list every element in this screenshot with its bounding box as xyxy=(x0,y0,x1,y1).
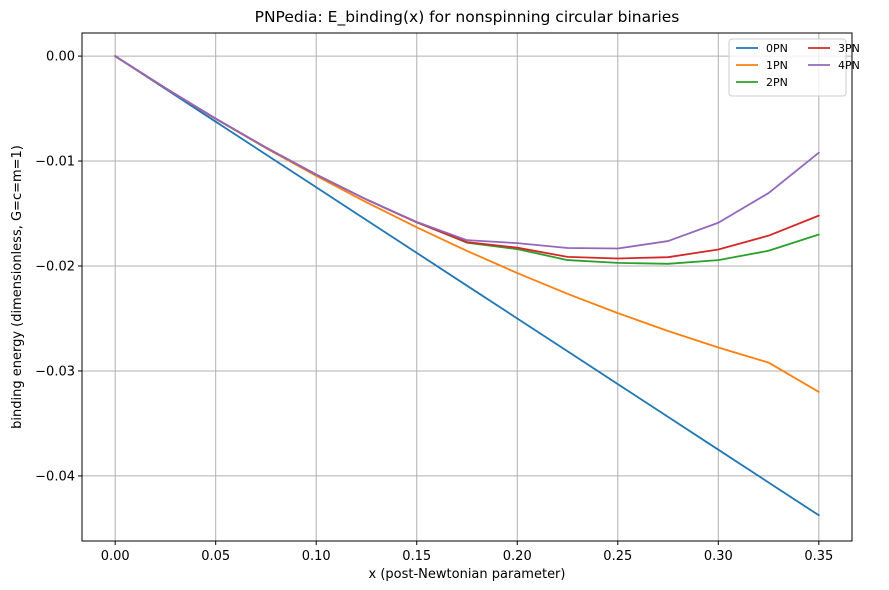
y-tick-label: 0.00 xyxy=(46,50,75,65)
legend-label-3pn: 3PN xyxy=(838,42,860,55)
series-lines xyxy=(114,55,820,517)
legend-label-1pn: 1PN xyxy=(766,59,788,72)
x-tick-label: 0.15 xyxy=(402,549,431,564)
y-axis-label: binding energy (dimensionless, G=c=m=1) xyxy=(10,145,25,429)
legend-label-4pn: 4PN xyxy=(838,59,860,72)
y-tick-label: −0.02 xyxy=(35,260,75,275)
y-tick-label: −0.01 xyxy=(35,155,75,170)
x-axis-ticks: 0.00 0.05 0.10 0.15 0.20 0.25 0.30 0.35 xyxy=(101,541,833,564)
series-line-2pn xyxy=(114,55,820,265)
plot-frame xyxy=(81,32,853,542)
x-tick-label: 0.30 xyxy=(704,549,733,564)
series-line-0pn xyxy=(114,55,820,517)
y-tick-label: −0.03 xyxy=(35,364,75,379)
x-tick-label: 0.25 xyxy=(603,549,632,564)
y-axis-ticks: 0.00 −0.01 −0.02 −0.03 −0.04 xyxy=(35,50,82,484)
x-tick-label: 0.10 xyxy=(302,549,331,564)
series-line-4pn xyxy=(114,55,820,250)
x-tick-label: 0.00 xyxy=(101,549,130,564)
chart-title: PNPedia: E_binding(x) for nonspinning ci… xyxy=(255,8,680,27)
grid xyxy=(82,33,852,541)
legend-box xyxy=(728,38,847,97)
x-tick-label: 0.20 xyxy=(503,549,532,564)
x-tick-label: 0.35 xyxy=(804,549,833,564)
x-axis-label: x (post-Newtonian parameter) xyxy=(369,567,566,582)
legend-label-0pn: 0PN xyxy=(766,42,788,55)
y-tick-label: −0.04 xyxy=(35,469,75,484)
x-tick-label: 0.05 xyxy=(201,549,230,564)
series-line-3pn xyxy=(114,55,820,260)
legend-label-2pn: 2PN xyxy=(766,76,788,89)
legend: 0PN 1PN 2PN 3PN 4PN xyxy=(728,38,860,97)
